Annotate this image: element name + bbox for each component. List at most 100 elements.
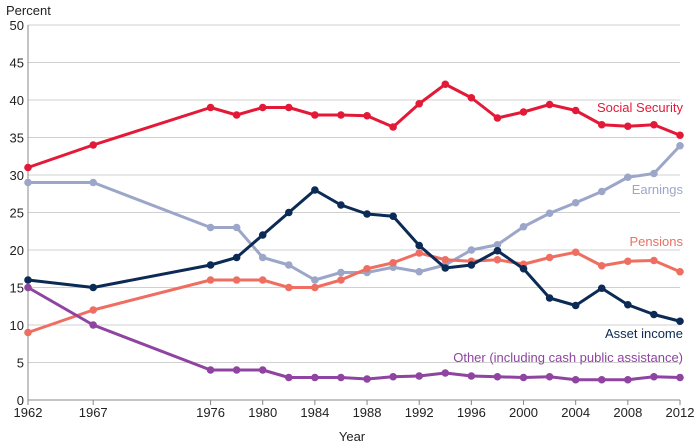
data-point xyxy=(467,372,476,380)
data-point xyxy=(597,187,606,196)
data-point xyxy=(676,317,684,326)
data-point xyxy=(571,198,580,207)
data-point xyxy=(206,261,215,269)
y-tick-label: 30 xyxy=(10,168,24,183)
y-tick-label: 45 xyxy=(10,56,24,71)
data-point xyxy=(571,301,580,310)
data-point xyxy=(89,141,97,149)
data-point xyxy=(650,310,658,319)
data-point xyxy=(89,306,97,314)
data-point xyxy=(624,300,632,309)
data-point xyxy=(363,210,371,218)
data-point xyxy=(597,375,606,384)
data-point xyxy=(415,372,424,380)
data-point xyxy=(545,294,554,302)
data-point xyxy=(89,178,97,187)
y-tick-label: 20 xyxy=(10,243,24,258)
data-point xyxy=(415,99,424,108)
data-point xyxy=(389,258,397,267)
series-label: Asset income xyxy=(605,326,683,341)
x-tick-label: 2004 xyxy=(561,405,590,420)
series-label: Other (including cash public assistance) xyxy=(453,350,683,365)
data-point xyxy=(441,369,450,377)
data-point xyxy=(389,372,397,381)
x-tick-label: 2000 xyxy=(509,405,538,420)
data-point xyxy=(597,284,606,293)
y-tick-label: 40 xyxy=(10,93,24,108)
data-point xyxy=(24,163,32,172)
y-tick-label: 5 xyxy=(17,356,24,371)
data-point xyxy=(311,373,319,382)
data-point xyxy=(467,93,476,102)
data-point xyxy=(337,268,345,277)
data-point xyxy=(571,375,580,384)
x-tick-label: 1980 xyxy=(248,405,277,420)
data-point xyxy=(206,366,215,374)
data-point xyxy=(467,246,476,254)
data-point xyxy=(258,366,267,374)
x-tick-label: 2012 xyxy=(666,405,695,420)
x-tick-label: 1976 xyxy=(196,405,225,420)
y-tick-label: 10 xyxy=(10,318,24,333)
series-label: Social Security xyxy=(597,100,683,115)
data-point xyxy=(597,120,606,129)
data-point xyxy=(519,373,528,382)
data-point xyxy=(624,173,632,182)
data-point xyxy=(441,80,450,89)
data-point xyxy=(232,111,241,119)
data-point xyxy=(363,111,371,120)
data-point xyxy=(206,223,215,232)
data-point xyxy=(337,201,345,209)
data-point xyxy=(89,321,97,329)
data-point xyxy=(545,372,554,381)
series-line-2 xyxy=(27,250,681,334)
data-point xyxy=(545,100,554,109)
y-tick-label: 35 xyxy=(10,131,24,146)
data-point xyxy=(311,276,319,284)
x-tick-label: 1996 xyxy=(457,405,486,420)
data-point xyxy=(493,114,502,122)
data-point xyxy=(24,328,32,337)
data-point xyxy=(624,257,632,266)
data-point xyxy=(650,120,658,129)
data-point xyxy=(337,373,345,382)
data-point xyxy=(415,267,424,276)
data-point xyxy=(232,276,241,284)
data-point xyxy=(285,208,293,217)
data-point xyxy=(441,264,450,272)
data-point xyxy=(650,372,658,381)
data-point xyxy=(232,253,241,262)
data-point xyxy=(676,131,684,140)
data-point xyxy=(311,283,319,292)
data-point xyxy=(258,276,267,284)
data-point xyxy=(493,246,502,255)
data-point xyxy=(676,267,684,276)
data-point xyxy=(676,373,684,382)
data-point xyxy=(571,106,580,115)
data-point xyxy=(363,375,371,383)
x-tick-label: 1992 xyxy=(405,405,434,420)
data-point xyxy=(232,223,241,232)
data-point xyxy=(258,253,267,262)
series-label: Pensions xyxy=(630,234,684,249)
data-point xyxy=(519,222,528,231)
data-point xyxy=(285,103,293,112)
data-point xyxy=(363,264,371,273)
data-point xyxy=(597,261,606,270)
y-axis-label: Percent xyxy=(6,3,51,18)
data-point xyxy=(285,261,293,269)
series-label: Earnings xyxy=(632,182,684,197)
data-point xyxy=(415,249,424,257)
y-tick-label: 50 xyxy=(10,18,24,33)
data-point xyxy=(545,253,554,262)
data-point xyxy=(24,283,32,292)
data-point xyxy=(650,256,658,265)
data-point xyxy=(519,264,528,273)
data-point xyxy=(441,255,450,264)
data-point xyxy=(337,111,345,119)
data-point xyxy=(285,283,293,292)
y-tick-label: 15 xyxy=(10,281,24,296)
data-point xyxy=(311,111,319,119)
data-point xyxy=(467,261,476,269)
